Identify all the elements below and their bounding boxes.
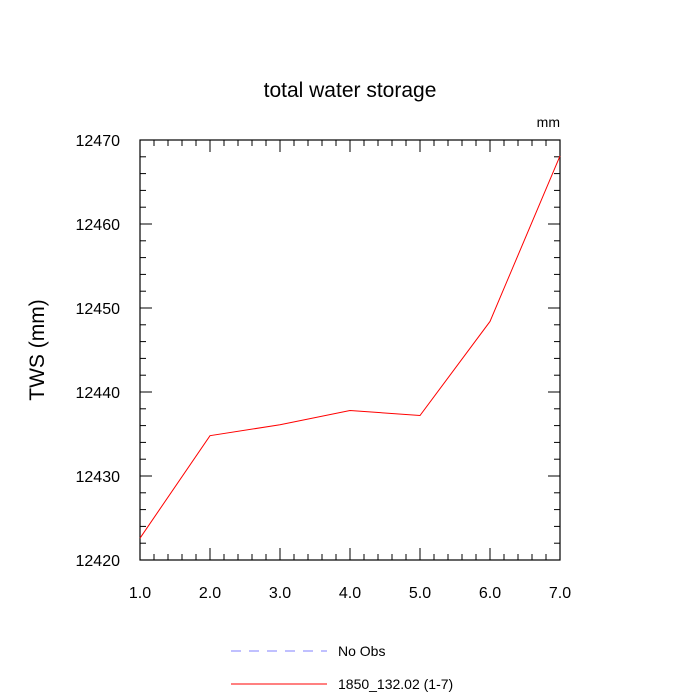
x-tick-label: 6.0 [479,585,501,602]
y-tick-label: 12440 [76,385,121,402]
legend: No Obs 1850_132.02 (1-7) [231,643,453,692]
legend-label: No Obs [338,643,385,659]
y-tick-label: 12420 [76,553,121,570]
y-tick-label: 12430 [76,469,121,486]
x-tick-label: 5.0 [409,585,431,602]
x-tick-label: 4.0 [339,585,361,602]
chart-title: total water storage [264,79,437,102]
y-tick-label: 12470 [76,133,121,150]
x-tick-label: 3.0 [269,585,291,602]
x-tick-label: 1.0 [129,585,151,602]
axis-ticks [139,139,561,561]
plot-frame [139,139,561,561]
units-label: mm [537,114,560,130]
y-axis-label: TWS (mm) [26,299,49,400]
legend-label: 1850_132.02 (1-7) [338,676,453,692]
series-layer [139,155,561,539]
y-tick-label: 12450 [76,301,121,318]
y-tick-label: 12460 [76,217,121,234]
x-tick-label: 7.0 [549,585,571,602]
series-line-1 [139,155,561,539]
tick-labels: 1.0 2.0 3.0 4.0 5.0 6.0 7.0 12420 12430 12440 1245… [76,133,572,602]
x-tick-label: 2.0 [199,585,221,602]
